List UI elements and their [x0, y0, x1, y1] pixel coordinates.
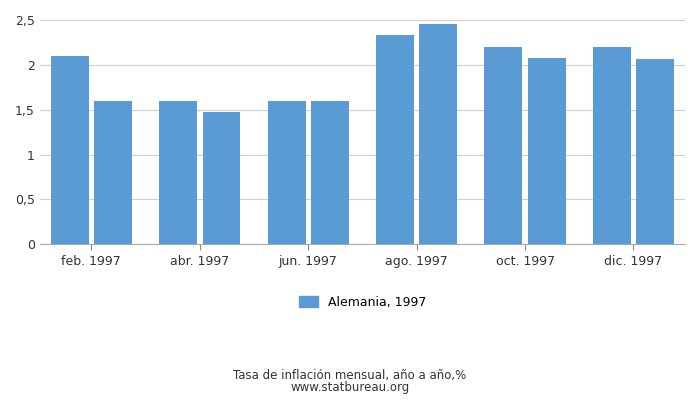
Text: Tasa de inflación mensual, año a año,%: Tasa de inflación mensual, año a año,%	[233, 370, 467, 382]
Bar	[311, 101, 349, 244]
Text: www.statbureau.org: www.statbureau.org	[290, 382, 410, 394]
Bar	[636, 58, 674, 244]
Bar	[50, 56, 89, 244]
Legend: Alemania, 1997: Alemania, 1997	[294, 291, 431, 314]
Bar	[159, 101, 197, 244]
Bar	[484, 47, 522, 244]
Bar	[202, 112, 241, 244]
Bar	[94, 101, 132, 244]
Bar	[376, 35, 414, 244]
Bar	[419, 24, 457, 244]
Bar	[593, 47, 631, 244]
Bar	[267, 101, 305, 244]
Bar	[528, 58, 566, 244]
